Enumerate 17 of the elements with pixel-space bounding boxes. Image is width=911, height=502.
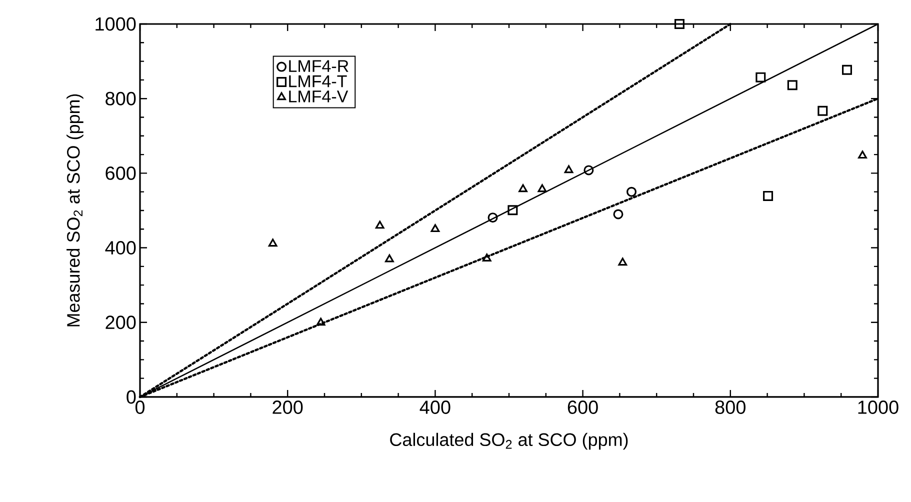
x-axis-title: Calculated SO$_{2}$ at SCO (ppm) [390,432,628,450]
x-tick-label: 0 [135,400,145,414]
x-tick-label: 200 [272,400,303,414]
y-tick-label: 200 [106,316,136,330]
x-tick-label: 400 [420,400,450,414]
x-tick-label: 1000 [858,400,898,414]
x-tick-label: 600 [568,400,598,414]
y-tick-label: 800 [106,92,136,106]
legend-label: LMF4-V [289,90,348,102]
x-tick-label: 800 [715,400,746,414]
y-tick-label: 0 [126,390,136,404]
y-tick-label: 1000 [96,17,136,31]
y-tick-label: 600 [106,166,136,180]
legend-label: LMF4-R [289,60,348,72]
y-axis-title: Measured SO$_{2}$ at SCO (ppm) [66,94,84,326]
y-tick-label: 400 [105,241,136,255]
legend-label: LMF4-T [289,75,347,88]
